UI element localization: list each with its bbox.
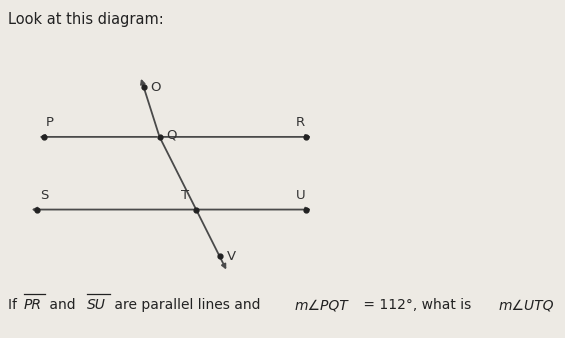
- Text: PR: PR: [24, 298, 42, 312]
- Text: U: U: [296, 189, 306, 202]
- Text: T: T: [181, 189, 189, 202]
- Text: m∠PQT: m∠PQT: [295, 298, 349, 312]
- Text: S: S: [40, 189, 49, 202]
- Text: = 112°, what is: = 112°, what is: [359, 298, 476, 312]
- Text: SU: SU: [87, 298, 106, 312]
- Text: R: R: [296, 116, 305, 129]
- Text: If: If: [8, 298, 21, 312]
- Text: Look at this diagram:: Look at this diagram:: [8, 12, 164, 27]
- Text: Q: Q: [166, 129, 176, 142]
- Text: O: O: [150, 80, 160, 94]
- Text: m∠UTQ: m∠UTQ: [498, 298, 554, 312]
- Text: are parallel lines and: are parallel lines and: [110, 298, 264, 312]
- Text: P: P: [46, 116, 54, 129]
- Text: and: and: [45, 298, 80, 312]
- Text: V: V: [227, 250, 236, 263]
